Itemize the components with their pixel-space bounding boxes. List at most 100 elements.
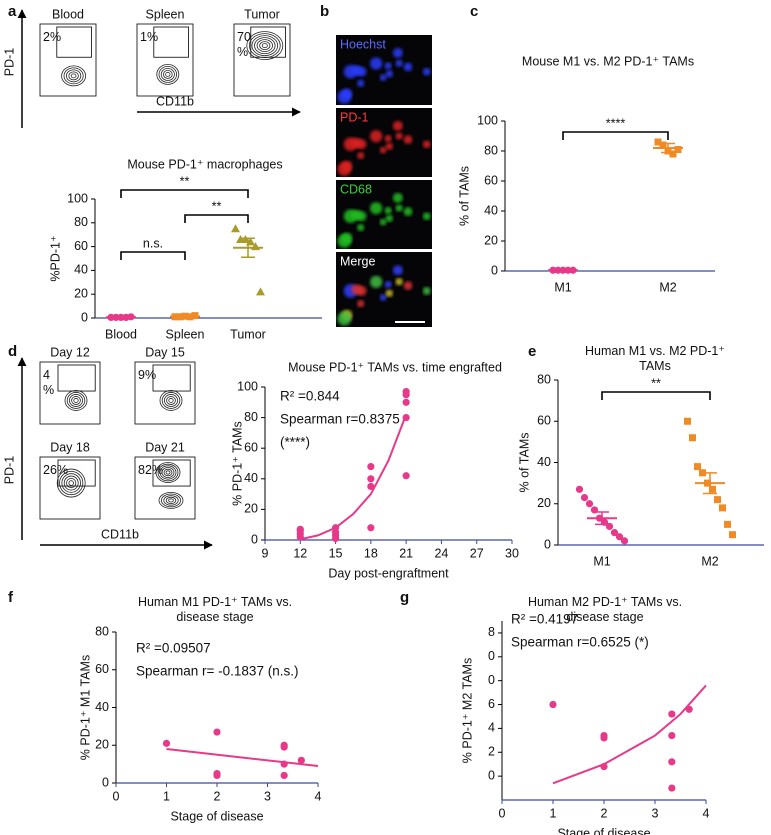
x-tick-label: 15: [329, 546, 343, 560]
contour: [165, 496, 177, 504]
scatter: Human M2 PD-1⁺ TAMs vs. disease stage % PD…: [460, 595, 709, 835]
x-tick-label: 12: [293, 546, 307, 560]
point: [162, 739, 171, 747]
point: [685, 705, 693, 713]
gate-percent: 9%: [138, 368, 156, 382]
cell: [337, 311, 352, 326]
contour: [168, 498, 174, 503]
annotation: Spearman r=0.8375: [280, 412, 400, 427]
x-tick-label: 1: [163, 789, 170, 803]
cell: [357, 223, 365, 232]
chart-title: Mouse PD-1⁺ macrophages: [127, 157, 282, 171]
channel-label: Hoechst: [340, 37, 386, 51]
contour: [70, 73, 77, 79]
point: [668, 731, 676, 740]
bracket: [120, 189, 249, 198]
y-axis-label: % PD-1⁺ M2 TAMs: [460, 658, 474, 763]
contour: [246, 31, 284, 60]
y-tick-label: 0: [488, 768, 495, 782]
point: [256, 287, 265, 296]
point: [331, 524, 340, 532]
cell: [385, 142, 394, 151]
y-tick-label: 20: [484, 233, 498, 247]
y-tick-label: 80: [537, 372, 551, 386]
point: [659, 141, 667, 149]
contour: [161, 467, 175, 478]
cell: [385, 70, 394, 78]
y-tick-label: 80: [95, 624, 109, 638]
cell: [392, 265, 403, 276]
sample-label: Spleen: [146, 7, 185, 21]
point: [367, 462, 375, 471]
x-tick-label: 18: [364, 546, 378, 560]
contour: [69, 394, 84, 407]
x-tick-label: 0: [113, 789, 120, 803]
x-axis-label: Day post-engraftment: [328, 566, 449, 580]
annotation: (****): [280, 435, 310, 450]
cell: [351, 209, 362, 221]
contour: [61, 65, 86, 87]
cell: [403, 207, 413, 216]
y-tick-label: 8: [488, 625, 495, 639]
point: [674, 146, 682, 153]
contour: [159, 465, 177, 480]
x-tick-label: M2: [701, 554, 718, 568]
point: [699, 469, 706, 477]
y-axis-label: PD-1: [2, 456, 16, 485]
x-tick-label: Tumor: [230, 327, 266, 341]
cell: [337, 162, 352, 176]
gate-percent: 4%: [43, 368, 54, 397]
contour: [254, 37, 276, 54]
chart-title: Human M2 PD-1⁺ TAMs vs. disease stage: [528, 595, 682, 624]
y-tick-label: 20: [74, 286, 88, 300]
point: [610, 529, 619, 537]
point: [280, 771, 288, 780]
point: [694, 463, 701, 471]
gate-percent: 70%: [237, 30, 251, 59]
cell: [337, 234, 352, 248]
bracket: [184, 214, 249, 223]
cell: [392, 47, 403, 58]
flow-plot: [39, 361, 101, 425]
fit-line: [300, 414, 408, 541]
point: [213, 728, 221, 736]
gate: [57, 364, 96, 392]
chart-title: Mouse M1 vs. M2 PD-1⁺ TAMs: [522, 54, 694, 68]
y-tick-label: 40: [537, 455, 551, 469]
y-tick-label: 20: [537, 496, 551, 510]
point: [213, 771, 221, 780]
annotation: Spearman r= -0.1837 (n.s.): [136, 664, 298, 679]
gate: [56, 26, 92, 58]
y-tick-label: 20: [244, 502, 258, 516]
dotplot: Mouse M1 vs. M2 PD-1⁺ TAMs % of TAMs 0 20 40…: [457, 54, 715, 294]
y-tick-label: 0: [544, 537, 551, 551]
point: [367, 482, 375, 491]
y-tick-label: 100: [67, 191, 88, 205]
gate-percent: 1%: [140, 30, 158, 44]
cell: [384, 62, 392, 70]
contour: [166, 396, 176, 405]
y-tick-label: 40: [95, 700, 109, 714]
contour: [163, 70, 173, 79]
bracket: [120, 251, 186, 260]
y-tick-label: 0: [488, 649, 495, 663]
point: [367, 524, 375, 532]
contour: [161, 392, 181, 409]
cell: [370, 57, 383, 70]
y-tick-label: 100: [237, 379, 258, 393]
y-tick-label: 40: [484, 203, 498, 217]
point: [580, 493, 589, 502]
cell: [392, 120, 403, 131]
channel-label: Merge: [340, 254, 375, 268]
contour: [163, 495, 179, 506]
panel-letter: b: [320, 3, 329, 20]
point: [729, 531, 736, 539]
y-tick-label: 60: [244, 440, 258, 454]
cell: [357, 299, 365, 308]
contour: [56, 468, 86, 498]
y-tick-label: 0: [81, 310, 88, 324]
chart-title: Human M1 PD-1⁺ TAMs vs. disease stage: [138, 595, 292, 624]
point: [654, 138, 662, 146]
panel-letter: g: [400, 589, 409, 606]
